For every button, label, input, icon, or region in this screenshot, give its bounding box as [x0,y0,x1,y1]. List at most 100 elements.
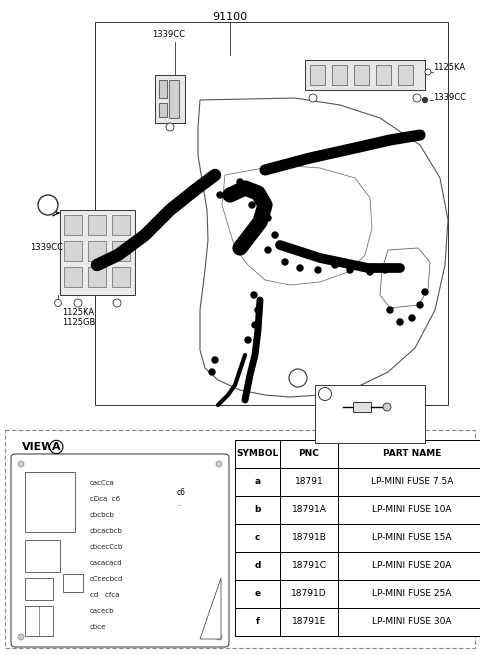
Circle shape [297,265,303,271]
Circle shape [217,192,223,198]
Bar [353,402,371,412]
Circle shape [417,302,423,308]
Circle shape [212,357,218,363]
Circle shape [209,369,215,375]
Text: LP-MINI FUSE 15A: LP-MINI FUSE 15A [372,534,452,542]
Bar [235,468,280,496]
Text: cacCca: cacCca [90,480,115,486]
Circle shape [237,179,243,185]
Circle shape [282,259,288,265]
Circle shape [422,289,428,295]
Bar [25,472,75,532]
Bar [64,241,82,261]
Bar [63,574,83,592]
Bar [332,65,347,85]
Bar [235,524,280,552]
Circle shape [216,461,222,467]
Circle shape [74,299,82,307]
Circle shape [347,267,353,273]
Circle shape [18,461,24,467]
Circle shape [309,94,317,102]
Text: 1125KA: 1125KA [433,64,465,73]
Circle shape [272,232,278,238]
Bar [315,385,425,443]
Bar [159,103,167,117]
Circle shape [252,322,258,328]
Circle shape [397,319,403,325]
Circle shape [332,262,338,268]
Text: cDca  c6: cDca c6 [90,496,120,502]
Bar [155,75,185,123]
Bar [280,580,338,608]
Circle shape [216,634,222,640]
Bar [159,80,167,98]
Text: LP-MINI FUSE 25A: LP-MINI FUSE 25A [372,590,452,599]
Circle shape [245,337,251,343]
Bar [88,241,106,261]
Bar [25,540,60,572]
Bar [398,65,413,85]
Text: PART NAME: PART NAME [383,449,441,458]
Bar [280,524,338,552]
Text: SYMBOL: SYMBOL [236,449,278,458]
Text: cbcbcb: cbcbcb [90,512,115,518]
Text: f: f [255,618,260,626]
Circle shape [249,202,255,208]
Circle shape [319,388,332,400]
Text: LP-MINI FUSE 30A: LP-MINI FUSE 30A [372,618,452,626]
Text: c: c [255,534,260,542]
Bar [60,210,135,295]
Text: e: e [254,590,261,599]
Bar [169,80,179,118]
Circle shape [315,267,321,273]
Bar [338,468,480,496]
Bar [235,496,280,524]
Bar [280,608,338,636]
Bar [112,267,130,287]
Text: 18791C: 18791C [291,561,326,571]
Circle shape [166,123,174,131]
Bar [88,215,106,235]
Bar [88,267,106,287]
Circle shape [387,307,393,313]
Circle shape [265,247,271,253]
Bar [338,440,480,468]
Text: PNC: PNC [299,449,319,458]
Text: A: A [44,200,52,210]
Bar [280,468,338,496]
Text: 1339CC: 1339CC [433,94,466,102]
Bar [280,440,338,468]
Text: d: d [254,561,261,571]
Text: cd   cfca: cd cfca [90,592,120,598]
Bar [376,65,391,85]
Bar [64,267,82,287]
Bar [5,430,475,648]
Circle shape [409,315,415,321]
Text: 18791B: 18791B [291,534,326,542]
Circle shape [383,403,391,411]
Text: cacacacd: cacacacd [90,560,122,566]
Text: LP-MINI FUSE 10A: LP-MINI FUSE 10A [372,506,452,514]
Circle shape [255,307,261,313]
Text: 91100: 91100 [213,12,248,22]
Text: 18791E: 18791E [292,618,326,626]
Circle shape [113,299,121,307]
Circle shape [172,102,178,107]
Circle shape [422,98,428,102]
Text: LP-MINI FUSE 20A: LP-MINI FUSE 20A [372,561,452,571]
Circle shape [251,292,257,298]
Bar [25,578,53,600]
Text: 1339CC: 1339CC [30,244,63,252]
Text: A: A [52,442,60,452]
Text: LP-MINI FUSE 7.5A: LP-MINI FUSE 7.5A [371,477,453,487]
Bar [310,65,325,85]
Circle shape [397,265,403,271]
Text: b: b [254,506,261,514]
Bar [235,580,280,608]
Text: 18791: 18791 [295,477,324,487]
Text: cbcacbcb: cbcacbcb [90,528,123,534]
Bar [235,608,280,636]
Circle shape [55,299,61,307]
Bar [112,215,130,235]
Bar [235,440,280,468]
